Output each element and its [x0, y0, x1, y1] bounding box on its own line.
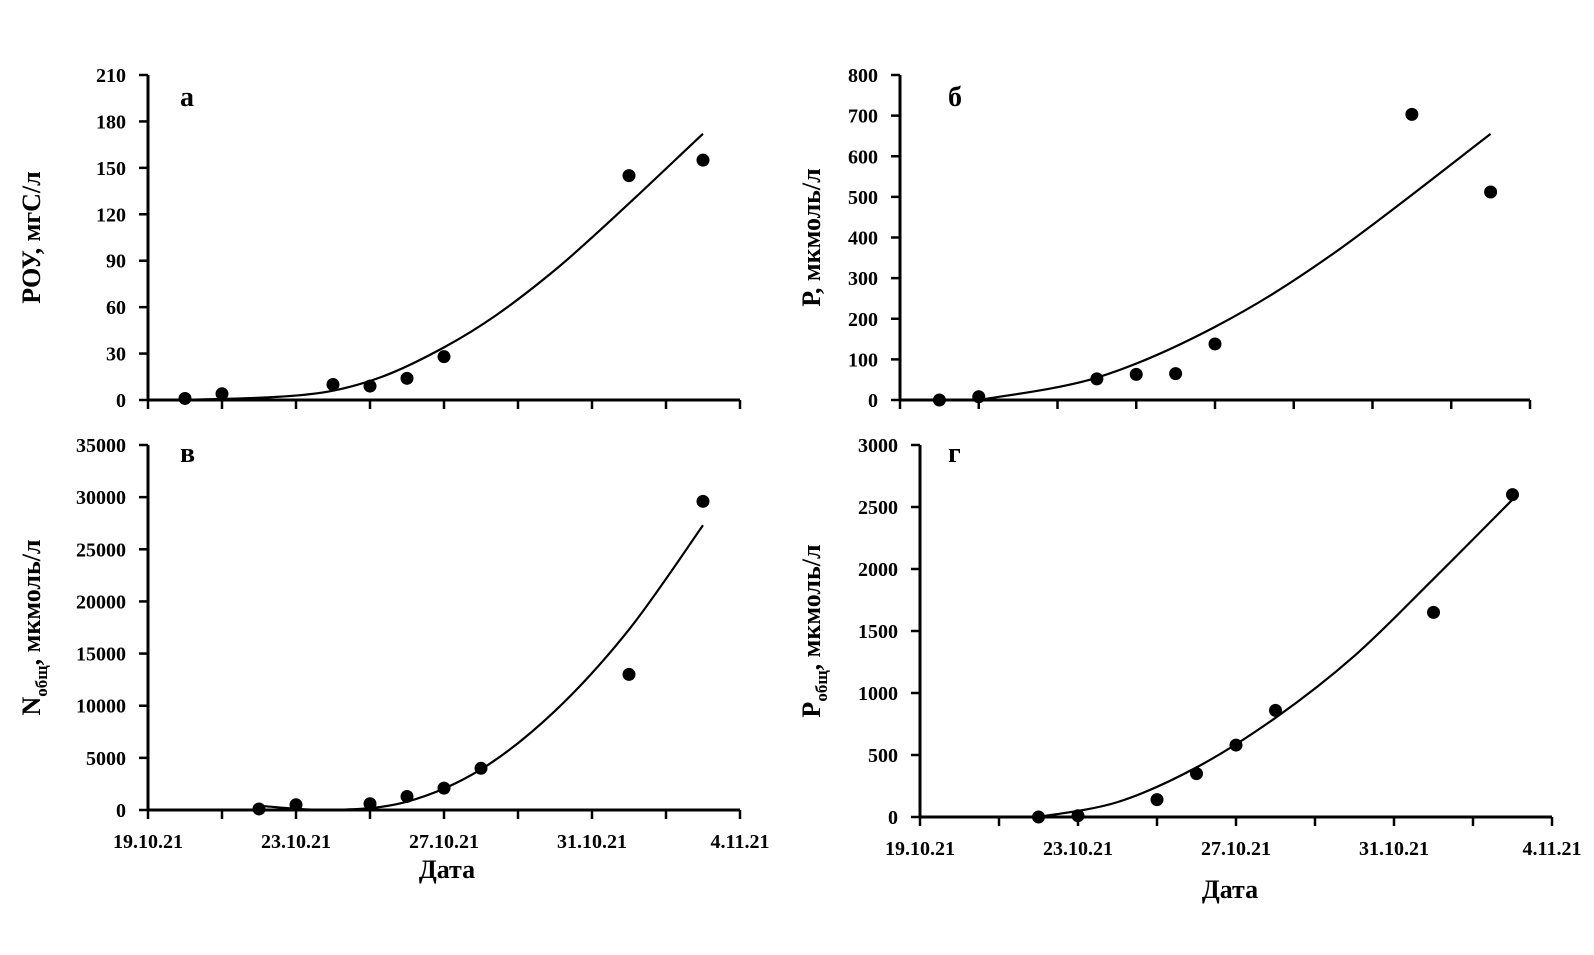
- data-point: [1405, 107, 1419, 121]
- y-axis-title-subscript: общ: [812, 670, 831, 702]
- y-tick-label: 200: [848, 309, 878, 331]
- y-tick-label: 90: [106, 251, 126, 273]
- data-point: [363, 797, 377, 811]
- chart-panel-б: 0 100 200 300 400 500 600 700 800 Р, мкмоль/л б: [797, 65, 1532, 412]
- y-tick-label: 210: [96, 65, 126, 87]
- data-point: [932, 393, 946, 407]
- data-point: [363, 379, 377, 393]
- y-axis-title-main: Р: [797, 702, 826, 718]
- x-tick-label: 23.10.21: [1043, 838, 1113, 860]
- y-tick-label: 15000: [76, 644, 126, 666]
- y-axis-title: Nобщ, мкмоль/л: [17, 539, 51, 715]
- x-tick-label: 4.11.21: [1523, 838, 1582, 860]
- y-tick-label: 0: [888, 807, 898, 829]
- x-tick-label: 27.10.21: [409, 831, 479, 853]
- chart-panel-a: 0 30 60 90 120 150 180 210 РОУ, мгС/л a: [17, 65, 742, 412]
- y-tick-label: 30000: [76, 487, 126, 509]
- y-tick-label: 600: [848, 146, 878, 168]
- y-tick-label: 400: [848, 228, 878, 250]
- data-point: [178, 391, 192, 405]
- chart-panel-г: 0 500 1000 1500 2000 2500 3000 19.10.21 23.10.21…: [797, 435, 1581, 904]
- data-point: [1506, 488, 1519, 502]
- y-tick-label: 700: [848, 106, 878, 128]
- data-point: [696, 494, 710, 508]
- data-point: [215, 387, 229, 401]
- data-point: [1229, 738, 1243, 752]
- data-point: [474, 761, 488, 775]
- y-tick-label: 800: [848, 65, 878, 87]
- x-tick-label: 19.10.21: [113, 831, 183, 853]
- x-tick-label: 4.11.21: [711, 831, 770, 853]
- x-tick-label: 23.10.21: [261, 831, 331, 853]
- data-point: [252, 802, 266, 816]
- trend-line: [258, 524, 704, 812]
- trend-line: [978, 133, 1492, 402]
- y-tick-label: 180: [96, 111, 126, 133]
- y-tick-label: 0: [868, 390, 878, 412]
- y-tick-label: 60: [106, 297, 126, 319]
- y-tick-label: 35000: [76, 435, 126, 457]
- data-point: [1269, 703, 1282, 717]
- data-point: [1190, 767, 1203, 781]
- data-point: [1129, 367, 1143, 381]
- panel-letter: в: [180, 438, 195, 469]
- y-axis-title: РОУ, мгС/л: [17, 171, 46, 303]
- y-axis-title: Р, мкмоль/л: [797, 168, 826, 307]
- data-point: [622, 169, 636, 183]
- y-tick-label: 1500: [858, 621, 898, 643]
- chart-panel-в: 0 5000 10000 15000 20000 25000 30000 35000 19.10…: [17, 435, 769, 884]
- y-tick-label: 0: [116, 390, 126, 412]
- y-tick-label: 0: [116, 800, 126, 822]
- x-tick-label: 31.10.21: [1359, 838, 1429, 860]
- y-tick-label: 3000: [858, 435, 898, 457]
- x-tick-label: 27.10.21: [1201, 838, 1271, 860]
- y-tick-label: 25000: [76, 539, 126, 561]
- panel-letter: б: [948, 82, 962, 113]
- data-point: [1071, 809, 1085, 823]
- data-point: [400, 371, 414, 385]
- panel-letter: a: [180, 82, 194, 113]
- data-point: [437, 781, 451, 795]
- data-point: [622, 667, 636, 681]
- y-tick-label: 500: [848, 187, 878, 209]
- data-point: [1427, 605, 1440, 619]
- y-tick-label: 5000: [86, 748, 126, 770]
- y-axis-title-unit: , мкмоль/л: [797, 544, 826, 670]
- y-axis-title-main: N: [17, 697, 46, 716]
- y-tick-label: 120: [96, 204, 126, 226]
- data-point: [437, 350, 451, 364]
- y-tick-label: 100: [848, 349, 878, 371]
- data-point: [289, 798, 303, 812]
- y-tick-label: 20000: [76, 591, 126, 613]
- panel-letter: г: [948, 438, 961, 469]
- data-point: [1484, 185, 1498, 199]
- y-tick-label: 2000: [858, 559, 898, 581]
- y-tick-label: 500: [868, 745, 898, 767]
- x-tick-label: 19.10.21: [885, 838, 955, 860]
- trend-line: [1038, 498, 1514, 819]
- data-point: [972, 390, 986, 404]
- data-point: [696, 153, 710, 167]
- data-point: [1169, 367, 1183, 381]
- data-point: [1208, 337, 1222, 351]
- trend-line: [184, 133, 704, 402]
- y-tick-label: 150: [96, 158, 126, 180]
- y-axis-title: Робщ, мкмоль/л: [797, 544, 831, 717]
- y-tick-label: 30: [106, 344, 126, 366]
- y-tick-label: 1000: [858, 683, 898, 705]
- x-tick-label: 31.10.21: [557, 831, 627, 853]
- x-axis-title: Дата: [419, 855, 475, 884]
- data-point: [400, 789, 414, 803]
- y-axis-title-unit: , мкмоль/л: [17, 539, 46, 665]
- data-point: [1090, 372, 1104, 386]
- y-tick-label: 10000: [76, 696, 126, 718]
- x-axis-title: Дата: [1202, 875, 1258, 904]
- y-tick-label: 2500: [858, 497, 898, 519]
- data-point: [326, 378, 340, 392]
- y-tick-label: 300: [848, 268, 878, 290]
- data-point: [1032, 810, 1045, 824]
- y-axis-title-subscript: общ: [32, 665, 51, 697]
- data-point: [1150, 793, 1164, 807]
